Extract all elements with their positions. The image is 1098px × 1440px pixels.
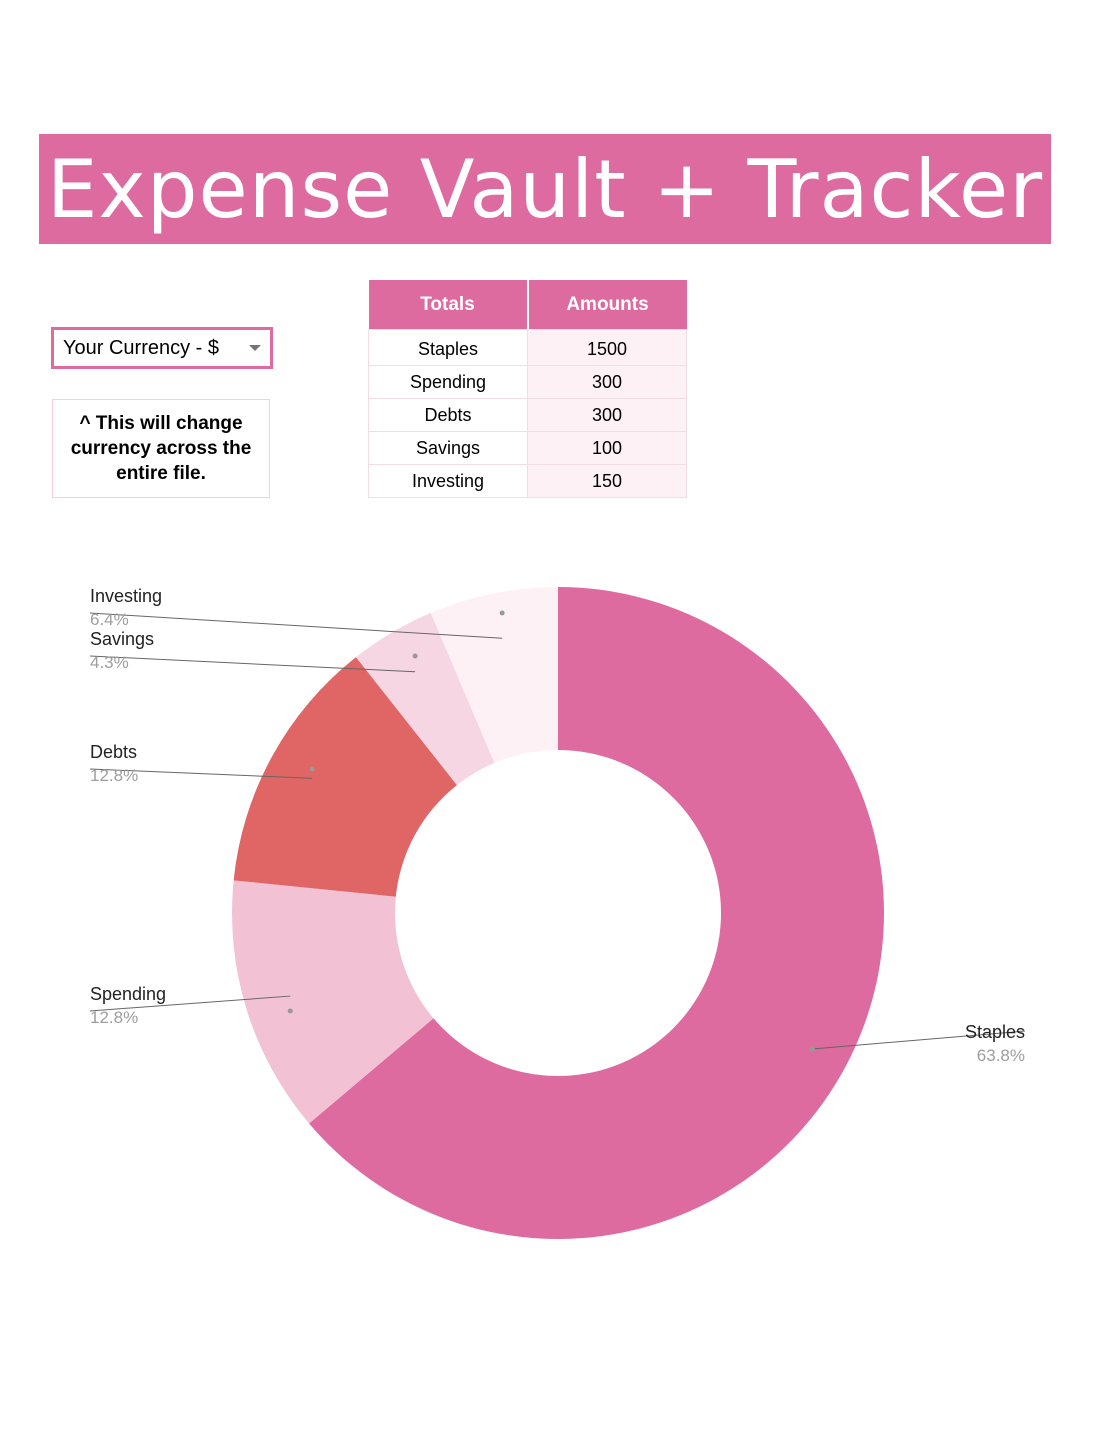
table-row: Savings 100 xyxy=(368,431,687,465)
pie-slice-spending[interactable] xyxy=(232,880,434,1124)
dropdown-caret-icon xyxy=(249,345,261,351)
table-header-row: Totals Amounts xyxy=(368,280,687,330)
row-label[interactable]: Debts xyxy=(368,398,528,432)
pie-slice-investing[interactable] xyxy=(430,587,558,763)
row-amount[interactable]: 1500 xyxy=(527,329,687,366)
slice-percent-spending: 12.8% xyxy=(90,1008,138,1027)
table-row: Debts 300 xyxy=(368,398,687,432)
row-label[interactable]: Staples xyxy=(368,329,528,366)
row-amount[interactable]: 300 xyxy=(527,398,687,432)
slice-percent-debts: 12.8% xyxy=(90,766,138,785)
leader-line-spending xyxy=(89,995,291,1012)
leader-dot-savings xyxy=(412,653,418,659)
leader-dot-spending xyxy=(287,1008,293,1014)
title-banner: Expense Vault + Tracker xyxy=(39,134,1051,244)
slice-label-staples: Staples xyxy=(965,1022,1025,1042)
header-totals: Totals xyxy=(368,280,529,330)
row-label[interactable]: Spending xyxy=(368,365,528,399)
leader-dot-investing xyxy=(499,610,505,616)
leader-dot-debts xyxy=(309,766,315,772)
row-amount[interactable]: 150 xyxy=(527,464,687,498)
table-row: Investing 150 xyxy=(368,464,687,498)
slice-percent-investing: 6.4% xyxy=(90,610,129,629)
leader-line-debts xyxy=(89,768,313,779)
currency-label: Your Currency - $ xyxy=(63,336,219,359)
currency-symbol: $ xyxy=(207,336,219,359)
slice-label-debts: Debts xyxy=(90,742,137,762)
leader-line-investing xyxy=(89,612,503,639)
page-title: Expense Vault + Tracker xyxy=(46,142,1044,236)
table-row: Spending 300 xyxy=(368,365,687,399)
currency-note: ^ This will change currency across the e… xyxy=(52,399,270,498)
leader-line-savings xyxy=(89,655,416,673)
currency-note-text: ^ This will change currency across the e… xyxy=(70,413,252,484)
slice-percent-savings: 4.3% xyxy=(90,653,129,672)
table-row: Staples 1500 xyxy=(368,329,687,366)
leader-dot-staples xyxy=(809,1046,815,1052)
pie-slice-staples[interactable] xyxy=(309,587,884,1239)
row-amount[interactable]: 100 xyxy=(527,431,687,465)
currency-dropdown[interactable]: Your Currency - $ xyxy=(51,327,273,369)
header-amounts: Amounts xyxy=(527,280,687,330)
slice-percent-staples: 63.8% xyxy=(977,1046,1025,1065)
pie-slice-savings[interactable] xyxy=(355,612,495,786)
row-amount[interactable]: 300 xyxy=(527,365,687,399)
slice-label-savings: Savings xyxy=(90,629,154,649)
totals-table: Totals Amounts Staples 1500 Spending 300… xyxy=(368,280,687,498)
row-label[interactable]: Savings xyxy=(368,431,528,465)
slice-label-spending: Spending xyxy=(90,984,166,1004)
pie-slice-debts[interactable] xyxy=(233,657,457,897)
row-label[interactable]: Investing xyxy=(368,464,528,498)
expense-donut-chart: Staples 63.8% Spending 12.8% Debts 12.8% Savin… xyxy=(89,586,1026,1239)
leader-line-staples xyxy=(812,1030,1026,1050)
slice-label-investing: Investing xyxy=(90,586,162,606)
